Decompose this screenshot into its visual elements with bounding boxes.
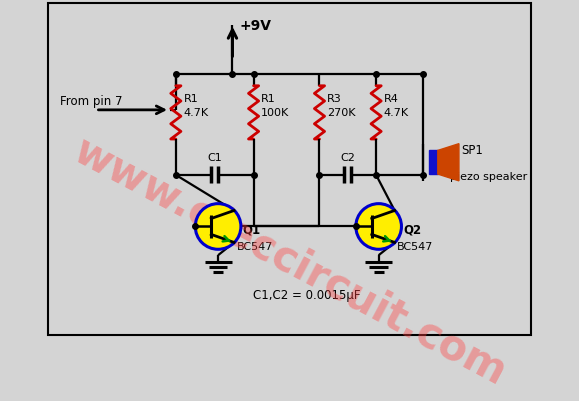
- Text: C1,C2 = 0.0015μF: C1,C2 = 0.0015μF: [253, 289, 361, 302]
- Text: 100K: 100K: [261, 108, 290, 118]
- Text: R4: R4: [384, 94, 398, 104]
- Text: R3: R3: [327, 94, 342, 104]
- Text: C1: C1: [207, 154, 222, 163]
- Text: R1: R1: [184, 94, 198, 104]
- Text: +9V: +9V: [239, 18, 271, 32]
- Text: Q2: Q2: [403, 223, 422, 236]
- Text: 270K: 270K: [327, 108, 356, 118]
- Text: 4.7K: 4.7K: [384, 108, 409, 118]
- Text: From pin 7: From pin 7: [60, 95, 123, 108]
- Text: 4.7K: 4.7K: [184, 108, 208, 118]
- Text: www.eleccircuit.com: www.eleccircuit.com: [66, 130, 514, 394]
- Text: SP1: SP1: [461, 144, 483, 157]
- Text: piezo speaker: piezo speaker: [450, 172, 527, 182]
- Text: R1: R1: [261, 94, 276, 104]
- Text: BC547: BC547: [237, 242, 273, 252]
- Circle shape: [356, 204, 401, 249]
- Text: Q1: Q1: [243, 223, 261, 236]
- Polygon shape: [430, 150, 438, 174]
- Circle shape: [195, 204, 241, 249]
- Text: C2: C2: [340, 154, 356, 163]
- Text: BC547: BC547: [397, 242, 434, 252]
- Polygon shape: [438, 144, 459, 181]
- FancyBboxPatch shape: [48, 3, 531, 336]
